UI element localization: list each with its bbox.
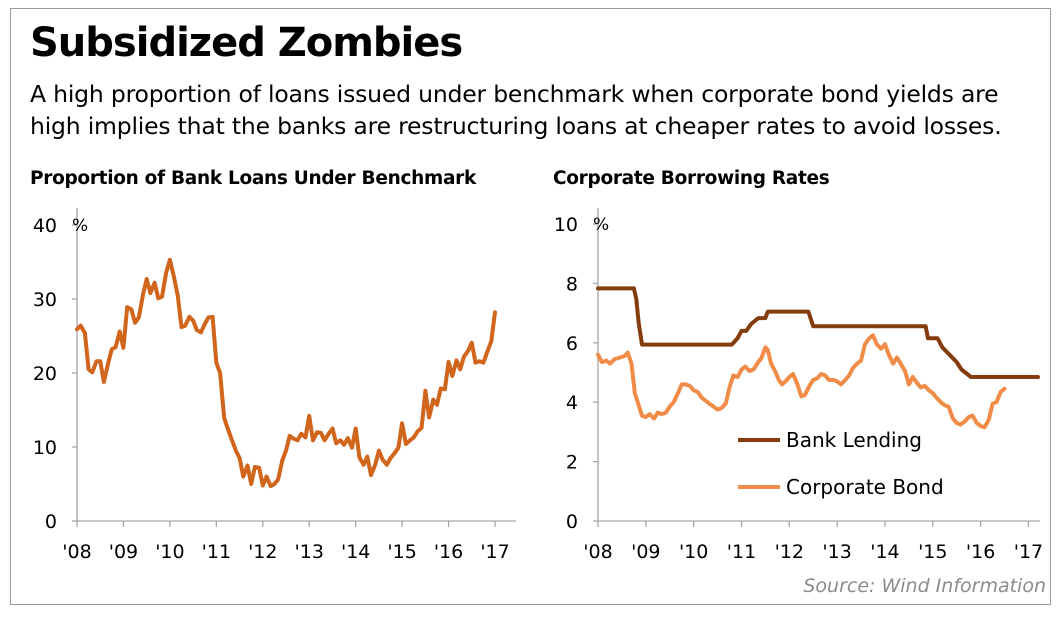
- right-bank-lending-line: [596, 286, 1040, 379]
- left-x-tick-label: '08: [62, 541, 91, 563]
- left-y-tick-label: 10: [33, 437, 57, 459]
- left-y-tick-label: 0: [45, 511, 57, 533]
- left-y-unit: %: [72, 216, 88, 236]
- right-x-tick-label: '12: [775, 541, 804, 563]
- source-note: Source: Wind Information: [803, 575, 1046, 597]
- right-legend-corporate-bond-label: Corporate Bond: [786, 475, 944, 499]
- right-x-tick-label: '14: [870, 541, 899, 563]
- left-x-tick-label: '09: [109, 541, 138, 563]
- right-y-tick-label: 10: [554, 214, 578, 236]
- right-x-tick-label: '09: [631, 541, 660, 563]
- left-y-tick-label: 30: [33, 289, 57, 311]
- left-x-tick-label: '12: [248, 541, 277, 563]
- chart-frame: [10, 8, 1051, 605]
- left-chart-title: Proportion of Bank Loans Under Benchmark: [30, 168, 476, 189]
- right-x-tick-label: '11: [727, 541, 756, 563]
- right-chart-title: Corporate Borrowing Rates: [553, 168, 830, 189]
- left-y-tick-label: 40: [33, 215, 57, 237]
- right-y-tick-label: 2: [566, 452, 578, 474]
- left-y-tick-label: 20: [33, 363, 57, 385]
- right-y-tick-label: 6: [566, 333, 578, 355]
- right-x-tick-label: '15: [918, 541, 947, 563]
- left-x-tick-label: '11: [202, 541, 231, 563]
- right-x-tick-label: '08: [583, 541, 612, 563]
- right-x-tick-label: '10: [679, 541, 708, 563]
- left-x-tick-label: '10: [155, 541, 184, 563]
- right-corporate-bond-line: [596, 333, 1007, 430]
- left-x-tick-label: '15: [387, 541, 416, 563]
- right-y-tick-label: 4: [566, 392, 578, 414]
- left-x-tick-label: '17: [480, 541, 509, 563]
- right-y-tick-label: 8: [566, 273, 578, 295]
- left-x-tick-label: '16: [434, 541, 463, 563]
- left-x-tick-label: '14: [341, 541, 370, 563]
- page-title: Subsidized Zombies: [30, 20, 463, 66]
- right-y-tick-label: 0: [566, 511, 578, 533]
- left-series-1-line: [75, 257, 497, 489]
- left-x-tick-label: '13: [295, 541, 324, 563]
- right-legend-bank-lending-label: Bank Lending: [786, 428, 922, 452]
- right-x-tick-label: '17: [1014, 541, 1043, 563]
- right-x-tick-label: '13: [822, 541, 851, 563]
- right-y-unit: %: [593, 215, 609, 235]
- right-x-tick-label: '16: [966, 541, 995, 563]
- page-subtitle: A high proportion of loans issued under …: [30, 80, 1002, 140]
